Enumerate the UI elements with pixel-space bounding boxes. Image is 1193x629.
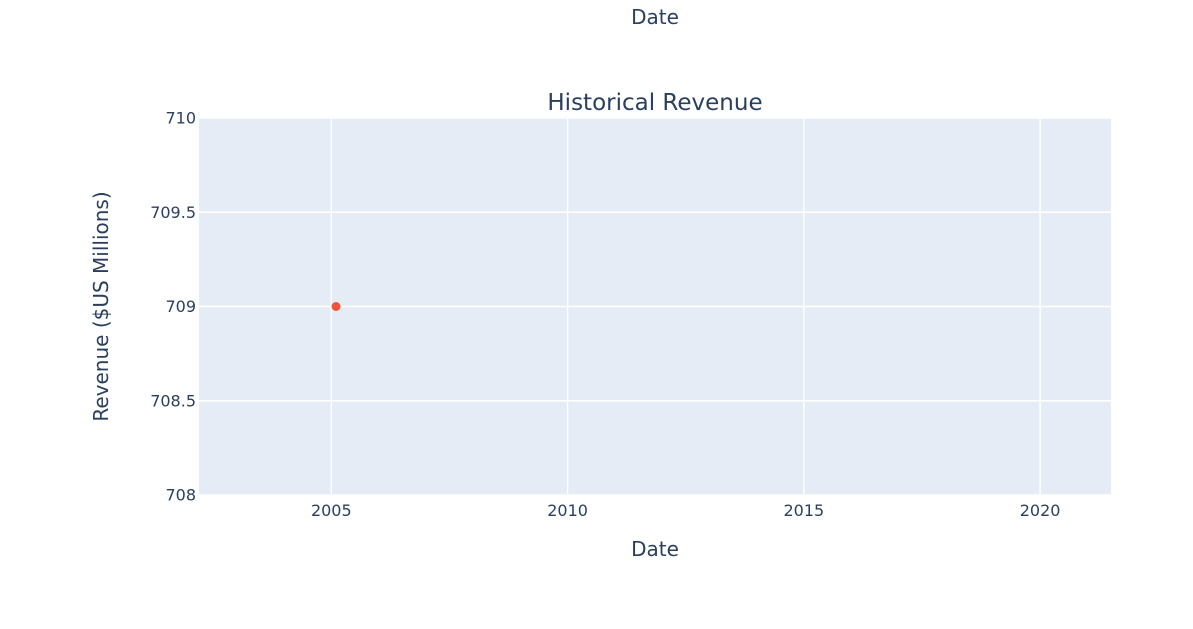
y-axis-label: Revenue ($US Millions) — [89, 191, 113, 421]
points-layer — [331, 302, 341, 311]
x-tick-label: 2015 — [783, 501, 824, 520]
y-tick-label: 708.5 — [150, 391, 196, 410]
data-point — [331, 302, 341, 311]
chart-title: Historical Revenue — [547, 90, 762, 116]
y-tick-label: 709 — [165, 297, 196, 316]
x-tick-label: 2010 — [547, 501, 588, 520]
grid-layer — [199, 117, 1111, 496]
x-tick-label: 2005 — [311, 501, 352, 520]
y-tick-label: 709.5 — [150, 203, 196, 222]
x-axis-label: Date — [631, 537, 679, 561]
tick-layer: 2005 2010 2015 2020 708 708.5 709 709.5 710 — [150, 109, 1060, 521]
y-tick-label: 710 — [165, 109, 196, 128]
y-tick-label: 708 — [165, 486, 196, 505]
top-axis-label: Date — [631, 5, 679, 29]
x-tick-label: 2020 — [1020, 501, 1061, 520]
